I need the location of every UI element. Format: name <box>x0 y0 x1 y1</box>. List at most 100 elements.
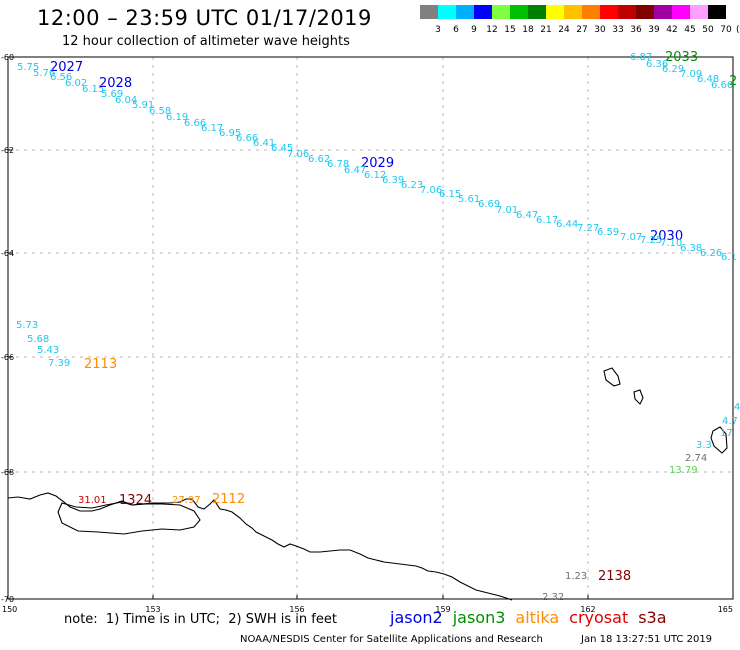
swh-value-label: 6.1 <box>721 252 737 263</box>
lon-tick-label: 150 <box>2 605 17 614</box>
lon-tick-label: 156 <box>289 605 304 614</box>
swh-value-label: 7.07 <box>620 232 642 243</box>
swh-value-label: 5.91 <box>132 100 154 111</box>
swh-value-label: 13.79 <box>669 465 698 476</box>
colorbar-label: 21 <box>540 25 552 35</box>
swh-value-label: 31.01 <box>78 495 107 506</box>
colorbar-label: 18 <box>522 25 534 35</box>
colorbar-swatch <box>582 5 600 19</box>
colorbar-swatch <box>492 5 510 19</box>
mission-legend-cryosat: cryosat <box>569 608 629 627</box>
island-3 <box>710 426 728 454</box>
map-border <box>7 56 734 600</box>
map-grid <box>7 56 734 600</box>
pass-number-label: 1324 <box>119 493 152 508</box>
generated-timestamp: Jan 18 13:27:51 UTC 2019 <box>581 634 713 645</box>
swh-value-label: 5.43 <box>37 345 59 356</box>
colorbar-swatch <box>474 5 492 19</box>
colorbar-label: 27 <box>576 25 588 35</box>
lon-tick-label: 159 <box>435 605 450 614</box>
map-frame <box>7 56 734 600</box>
coastline <box>7 367 728 601</box>
mission-legend-altika: altika <box>515 608 560 627</box>
colorbar-swatch <box>690 5 708 19</box>
swh-value-label: 6.15 <box>439 189 461 200</box>
colorbar-swatch <box>420 5 438 19</box>
pass-number-label: 2029 <box>361 156 394 171</box>
colorbar-swatch <box>456 5 474 19</box>
colorbar-label: 12 <box>486 25 498 35</box>
pass-number-label: 2033 <box>665 50 698 65</box>
island-1 <box>603 367 621 387</box>
swh-value-label: 6.56 <box>50 72 72 83</box>
map-subtitle: 12 hour collection of altimeter wave hei… <box>62 34 350 49</box>
swh-value-label: 6.59 <box>597 227 619 238</box>
swh-value-label: 5.75 <box>17 62 39 73</box>
colorbar-swatch <box>510 5 528 19</box>
colorbar-swatch <box>618 5 636 19</box>
swh-value-label: 7.06 <box>287 149 309 160</box>
lon-tick-label: 153 <box>145 605 160 614</box>
colorbar-label: 39 <box>648 25 660 35</box>
lon-tick-label: 162 <box>580 605 595 614</box>
swh-value-label: 5.76 <box>33 68 55 79</box>
lat-tick-label: -68 <box>1 468 14 477</box>
colorbar-label: 30 <box>594 25 606 35</box>
swh-value-label: 6.87 <box>630 52 652 63</box>
swh-value-label: 6.29 <box>662 64 684 75</box>
lat-tick-label: -70 <box>1 595 14 604</box>
mission-legend-jason2: jason2 <box>390 608 443 627</box>
colorbar-swatch <box>438 5 456 19</box>
lat-tick-label: -60 <box>1 53 14 62</box>
swh-value-label: 3.3 <box>696 440 712 451</box>
swh-value-label: 6.15 <box>82 84 104 95</box>
swh-value-label: 6.47 <box>516 210 538 221</box>
colorbar-swatch <box>672 5 690 19</box>
map-title: 12:00 – 23:59 UTC 01/17/2019 <box>37 6 372 30</box>
pass-number-label: 2113 <box>84 357 117 372</box>
colorbar-label: 33 <box>612 25 624 35</box>
island-2 <box>633 389 644 405</box>
swh-value-label: 6.45 <box>271 143 293 154</box>
swh-labels: 2027 2028 2029 2030 2033 2 2113 2112 1324 2138 5.7… <box>16 50 740 603</box>
swh-value-label: 6.47 <box>344 165 366 176</box>
swh-value-label: 7.25 <box>640 235 662 246</box>
swh-value-label: 6.66 <box>711 80 733 91</box>
swh-value-label: 27.97 <box>172 495 201 506</box>
pass-number-label: 2 <box>729 74 737 89</box>
swh-value-label: 7.09 <box>680 69 702 80</box>
swh-value-label: 5.69 <box>101 89 123 100</box>
swh-value-label: 7.39 <box>48 358 70 369</box>
pass-number-label: 2030 <box>650 229 683 244</box>
pass-number-label: 2028 <box>99 76 132 91</box>
footer-note: note: 1) Time is in UTC; 2) SWH is in fe… <box>64 612 337 627</box>
swh-value-label: 5.68 <box>27 334 49 345</box>
swh-value-label: 6.17 <box>201 123 223 134</box>
antarctic-coastline <box>7 492 513 601</box>
swh-value-label: 7.01 <box>496 205 518 216</box>
swh-value-label: 2.32 <box>542 592 564 603</box>
pass-number-label: 2027 <box>50 60 83 75</box>
pass-number-label: 2138 <box>598 569 631 584</box>
swh-value-label: 6.38 <box>680 243 702 254</box>
swh-value-label: 7.06 <box>420 185 442 196</box>
lat-tick-label: -66 <box>1 353 14 362</box>
colorbar-label: 6 <box>453 25 459 35</box>
mission-legend-jason3: jason3 <box>452 608 506 627</box>
colorbar-swatch <box>546 5 564 19</box>
swh-value-label: 7.10 <box>660 238 682 249</box>
pass-number-label: 2112 <box>212 492 245 507</box>
swh-value-label: 4 <box>734 402 740 413</box>
swh-value-label: 2.74 <box>685 453 707 464</box>
mission-legend-s3a: s3a <box>638 608 667 627</box>
colorbar-label: 9 <box>471 25 477 35</box>
colorbar-label: 42 <box>666 25 678 35</box>
colorbar-label: 50 <box>702 25 714 35</box>
colorbar-swatch <box>636 5 654 19</box>
swh-value-label: 1.23 <box>565 571 587 582</box>
colorbar-swatch <box>564 5 582 19</box>
swh-value-label: 4.7 <box>722 416 738 427</box>
swh-value-label: 6.44 <box>556 219 578 230</box>
